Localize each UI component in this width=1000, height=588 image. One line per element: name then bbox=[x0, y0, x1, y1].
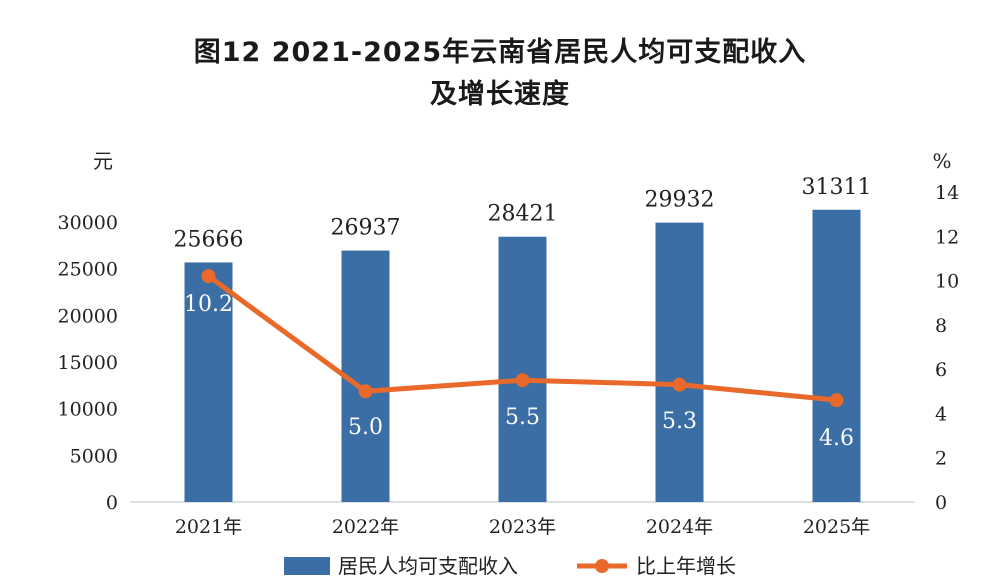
bar bbox=[655, 222, 704, 502]
bar bbox=[812, 209, 861, 503]
bar bbox=[498, 236, 547, 502]
chart-title-line-1: 图12 2021-2025年云南省居民人均可支配收入 bbox=[193, 37, 807, 68]
right-axis-tick-label: 14 bbox=[935, 182, 959, 204]
growth-point bbox=[201, 269, 216, 284]
left-axis-tick-label: 5000 bbox=[70, 445, 118, 467]
bar bbox=[341, 250, 390, 502]
bar-value-label: 26937 bbox=[331, 216, 401, 241]
legend-bar-swatch bbox=[284, 557, 330, 575]
growth-point bbox=[672, 377, 687, 392]
growth-value-label: 10.2 bbox=[184, 292, 233, 317]
x-axis-tick-label: 2025年 bbox=[803, 516, 870, 538]
left-axis-tick-label: 30000 bbox=[58, 212, 118, 234]
right-axis-tick-label: 6 bbox=[935, 359, 947, 381]
legend-line-marker bbox=[595, 559, 609, 573]
right-axis-tick-label: 4 bbox=[935, 403, 947, 425]
growth-value-label: 4.6 bbox=[819, 426, 854, 451]
x-axis-tick-label: 2024年 bbox=[646, 516, 713, 538]
growth-point bbox=[358, 384, 373, 399]
legend-label: 居民人均可支配收入 bbox=[338, 554, 518, 578]
right-axis-tick-label: 12 bbox=[935, 226, 959, 248]
left-axis-tick-label: 25000 bbox=[58, 259, 118, 281]
bar bbox=[184, 262, 233, 502]
bar-value-label: 29932 bbox=[645, 188, 715, 213]
growth-point bbox=[829, 393, 844, 408]
x-axis-tick-label: 2023年 bbox=[489, 516, 556, 538]
left-axis-unit: 元 bbox=[93, 149, 113, 173]
chart-title-line-2: 及增长速度 bbox=[430, 79, 570, 110]
right-axis-unit: % bbox=[932, 149, 951, 173]
right-axis-tick-label: 10 bbox=[935, 271, 959, 293]
left-axis-tick-label: 20000 bbox=[58, 305, 118, 327]
x-axis-tick-label: 2021年 bbox=[175, 516, 242, 538]
growth-value-label: 5.3 bbox=[662, 409, 697, 434]
left-axis-tick-label: 0 bbox=[106, 492, 118, 514]
growth-point bbox=[515, 373, 530, 388]
left-axis-tick-label: 15000 bbox=[58, 352, 118, 374]
bar-value-label: 25666 bbox=[174, 227, 244, 252]
growth-value-label: 5.5 bbox=[505, 405, 540, 430]
bar-value-label: 31311 bbox=[802, 175, 872, 200]
right-axis-tick-label: 0 bbox=[935, 492, 947, 514]
bar-value-label: 28421 bbox=[488, 202, 558, 227]
left-axis-tick-label: 10000 bbox=[58, 399, 118, 421]
right-axis-tick-label: 2 bbox=[935, 448, 947, 470]
growth-value-label: 5.0 bbox=[348, 415, 383, 440]
right-axis-tick-label: 8 bbox=[935, 315, 947, 337]
legend-label: 比上年增长 bbox=[636, 554, 736, 578]
x-axis-tick-label: 2022年 bbox=[332, 516, 399, 538]
